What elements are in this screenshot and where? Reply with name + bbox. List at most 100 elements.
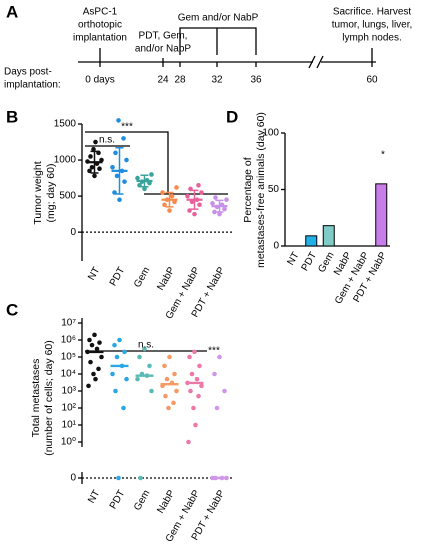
y-axis-label: metastases-free animals (day 60) [255, 112, 267, 268]
annotation: * [381, 150, 385, 161]
data-point [135, 376, 140, 382]
data-point [121, 136, 126, 141]
panel-letter: D [226, 107, 238, 126]
data-point [91, 146, 96, 152]
event-text: PDT, Gem, [139, 31, 188, 42]
bracket [85, 131, 228, 195]
timeline-tick-label: 24 [157, 75, 169, 86]
data-point [92, 332, 97, 338]
data-point [174, 388, 179, 394]
y-tick-label: 500 [59, 191, 76, 202]
error-bar [140, 174, 149, 188]
data-point [213, 195, 218, 200]
y-tick-label: 0 [273, 241, 279, 252]
y-tick-label: 1000 [54, 155, 77, 166]
data-point [189, 371, 195, 377]
data-point [222, 388, 227, 394]
bar [305, 235, 318, 247]
annotation: *** [208, 346, 220, 357]
data-point [196, 393, 201, 399]
data-point [93, 139, 98, 145]
y-axis-label: Percentage of [242, 157, 254, 222]
error-bar [190, 189, 199, 210]
y-tick-label: 10⁷ [61, 318, 76, 329]
data-point [97, 340, 102, 345]
data-point [186, 439, 191, 445]
y-tick-label: 1500 [54, 119, 77, 130]
data-point [142, 186, 147, 192]
y-tick-label: 10¹ [62, 420, 77, 431]
data-point [192, 349, 197, 355]
bar [375, 183, 388, 247]
event-text: orthotopic [78, 20, 122, 31]
data-point [122, 179, 127, 184]
data-point [191, 405, 196, 411]
data-point [167, 208, 172, 213]
data-point [91, 371, 96, 377]
y-tick-label: 10⁶ [61, 335, 76, 346]
data-point [92, 173, 97, 179]
annotation: n.s. [99, 135, 115, 146]
y-tick-label: 0 [70, 227, 76, 238]
data-point [174, 185, 179, 190]
data-point [160, 190, 165, 195]
data-point [147, 363, 152, 369]
error-bar [90, 150, 99, 174]
data-point [197, 202, 202, 208]
y-axis-label: (number of cells; day 60) [43, 340, 55, 456]
data-point [224, 197, 229, 203]
bracket [179, 27, 257, 55]
timeline-tick-label: 60 [366, 75, 378, 86]
timeline-label: implantation: [4, 80, 61, 91]
event-text: lymph nodes. [342, 33, 401, 44]
data-point [199, 383, 204, 389]
data-point [222, 206, 227, 212]
error-bar [115, 147, 124, 195]
data-point [94, 346, 100, 352]
data-point [114, 173, 120, 179]
data-point [89, 164, 95, 170]
event-pointer [99, 48, 373, 62]
data-point [135, 175, 140, 181]
data-point [96, 366, 101, 372]
annotation: n.s. [138, 340, 154, 351]
data-point [162, 363, 167, 369]
data-point [89, 342, 95, 348]
event-text: Sacrifice. Harvest [333, 7, 412, 18]
data-point [121, 405, 126, 411]
timeline-tick-label: 32 [211, 75, 223, 86]
event-text: Gem and/or NabP [178, 13, 259, 24]
data-point [197, 363, 202, 369]
panel-letter: A [6, 2, 18, 21]
data-point [217, 211, 222, 217]
data-point [149, 172, 154, 177]
data-point [88, 154, 93, 159]
data-point [122, 349, 127, 355]
data-point [99, 354, 104, 360]
data-point [110, 371, 115, 377]
data-point [166, 405, 171, 411]
data-point [149, 388, 154, 394]
timeline-tick-label: 28 [174, 75, 186, 86]
data-point [212, 371, 217, 377]
data-point [116, 118, 121, 123]
y-tick-label: 10⁵ [61, 352, 76, 363]
data-point [87, 168, 92, 174]
data-point [87, 337, 92, 343]
axis-break [308, 55, 324, 69]
data-point [112, 342, 117, 348]
y-tick-label: 10³ [62, 386, 77, 397]
data-point [172, 371, 177, 377]
data-point [86, 383, 91, 389]
data-point [142, 346, 147, 352]
y-tick-label: 10⁴ [61, 369, 76, 380]
error-bar [215, 199, 224, 213]
data-point [199, 190, 204, 195]
data-point [192, 211, 197, 217]
data-point [169, 193, 175, 199]
data-point [124, 376, 129, 382]
data-point [214, 405, 220, 411]
data-point [138, 475, 143, 481]
